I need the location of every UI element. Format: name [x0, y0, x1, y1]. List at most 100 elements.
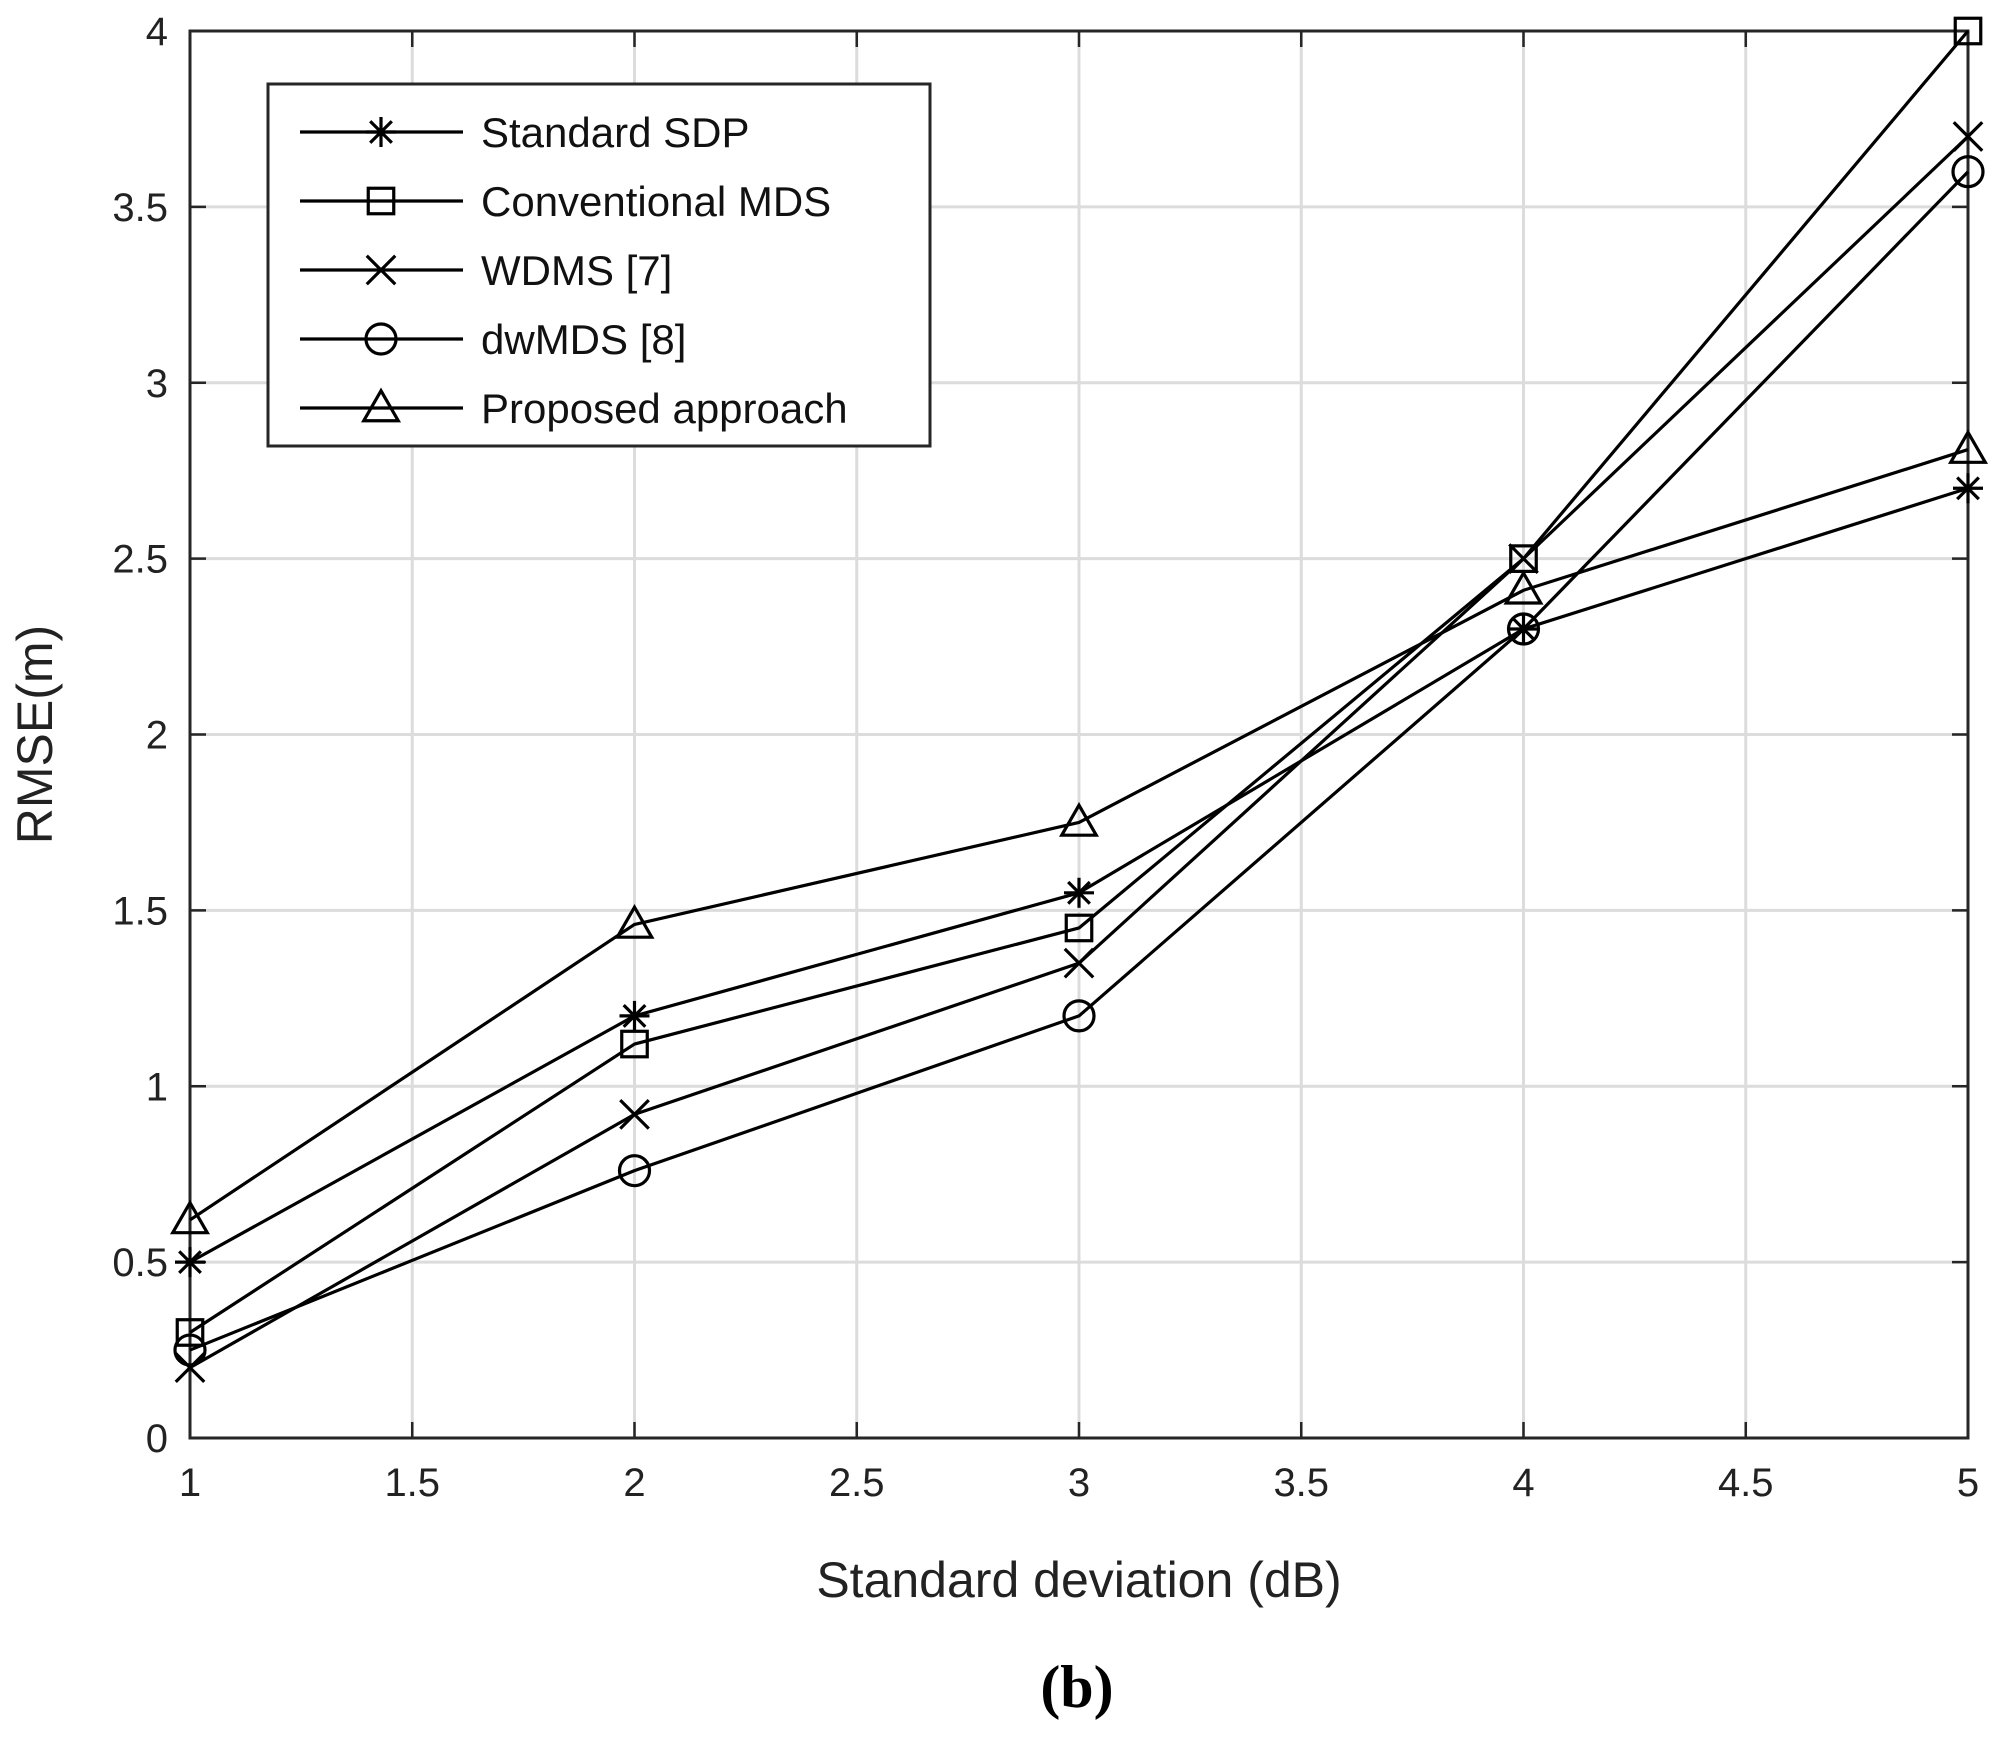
legend-entry: Proposed approach: [300, 385, 848, 432]
marker-shape: [173, 1333, 207, 1367]
data-point: [1947, 429, 1989, 464]
data-point: [614, 903, 655, 939]
data-point: [173, 1333, 207, 1367]
data-point: [175, 1318, 205, 1347]
marker-shape: [366, 186, 396, 216]
marker-shape: [1503, 569, 1544, 605]
x-tick-label: 3.5: [1273, 1461, 1329, 1505]
legend: Standard SDP Conventional MDS WDMS [7] dwMD…: [266, 82, 932, 448]
marker-stroke: [365, 254, 397, 286]
legend-entry: Conventional MDS: [300, 178, 831, 225]
series-line: [189, 29, 1970, 1334]
legend-box: [266, 82, 932, 448]
x-tick-label: 1: [179, 1461, 201, 1505]
marker-shape: [364, 322, 398, 356]
data-point: [619, 1099, 650, 1130]
data-point: [169, 1199, 211, 1235]
axis-ticks: 1 1.5 2 2.5 3 3.5 4 4.5 5 0 0.5 1 1.5 2 2.5 3 3.5 4: [112, 10, 1979, 1505]
y-tick-label: 2.5: [112, 538, 168, 582]
y-axis-title: RMSE(m): [7, 625, 63, 844]
x-tick-label: 4.5: [1718, 1461, 1774, 1505]
x-tick-label: 2: [623, 1461, 645, 1505]
marker-stroke: [622, 1003, 647, 1028]
marker-shape: [620, 1029, 649, 1059]
marker-shape: [1058, 801, 1100, 837]
legend-label: WDMS [7]: [481, 247, 672, 294]
data-point: [620, 1029, 649, 1059]
legend-marker: [364, 322, 398, 356]
marker-shape: [1951, 155, 1985, 189]
marker-stroke: [174, 1352, 206, 1384]
data-point: [1953, 473, 1983, 504]
legend-marker: [365, 254, 397, 286]
marker-shape: [360, 387, 402, 423]
data-point: [1058, 801, 1100, 837]
marker-shape: [1062, 999, 1096, 1033]
data-point: [1064, 913, 1094, 943]
series-group: [169, 16, 1989, 1384]
series-standard-sdp: [175, 473, 1983, 1278]
x-tick-label: 1.5: [384, 1461, 440, 1505]
series-line: [189, 448, 1969, 1222]
marker-shape: [1064, 913, 1094, 943]
marker-shape: [614, 903, 655, 939]
data-point: [619, 1000, 650, 1031]
data-point: [1063, 947, 1095, 979]
y-tick-label: 1: [146, 1065, 168, 1109]
y-tick-label: 1.5: [112, 889, 168, 933]
marker-stroke: [1956, 476, 1980, 501]
data-point: [1503, 569, 1544, 605]
legend-entry: dwMDS [8]: [300, 316, 686, 363]
y-tick-label: 0.5: [112, 1241, 168, 1285]
legend-marker: [366, 117, 396, 147]
x-tick-label: 2.5: [829, 1461, 885, 1505]
marker-stroke: [178, 1250, 202, 1275]
legend-label: dwMDS [8]: [481, 316, 686, 363]
data-point: [175, 1247, 205, 1278]
marker-stroke: [1067, 880, 1091, 905]
data-point: [1952, 121, 1984, 152]
data-point: [1062, 999, 1096, 1033]
y-tick-label: 4: [146, 10, 168, 54]
x-tick-label: 3: [1068, 1461, 1090, 1505]
legend-label: Proposed approach: [481, 385, 848, 432]
marker-stroke: [1063, 947, 1095, 979]
data-point: [617, 1154, 652, 1188]
series-line: [189, 170, 1970, 1352]
y-tick-label: 3: [146, 362, 168, 406]
marker-stroke: [369, 120, 393, 144]
y-tick-label: 0: [146, 1417, 168, 1461]
series-proposed-approach: [169, 429, 1989, 1235]
marker-shape: [175, 1318, 205, 1347]
legend-entry: Standard SDP: [300, 109, 750, 156]
data-point: [1951, 155, 1985, 189]
x-tick-label: 5: [1957, 1461, 1979, 1505]
legend-label: Conventional MDS: [481, 178, 831, 225]
marker-stroke: [619, 1099, 650, 1130]
series-wdms-7: [174, 121, 1984, 1384]
legend-entry: WDMS [7]: [300, 247, 672, 294]
data-point: [1953, 16, 1983, 46]
marker-stroke: [1952, 121, 1984, 152]
marker-shape: [1947, 429, 1989, 464]
data-point: [1508, 543, 1539, 575]
figure-caption: (b): [1040, 1654, 1113, 1720]
x-axis-title: Standard deviation (dB): [816, 1552, 1341, 1608]
data-point: [1064, 877, 1094, 908]
y-tick-label: 3.5: [112, 186, 168, 230]
marker-shape: [169, 1199, 211, 1235]
marker-shape: [1506, 612, 1541, 646]
x-tick-label: 4: [1512, 1461, 1534, 1505]
marker-shape: [1953, 16, 1983, 46]
data-point: [1506, 612, 1541, 646]
series-conventional-mds: [175, 16, 1983, 1347]
y-tick-label: 2: [146, 714, 168, 758]
marker-stroke: [1508, 543, 1539, 575]
legend-label: Standard SDP: [481, 109, 750, 156]
legend-marker: [360, 387, 402, 423]
legend-marker: [366, 186, 396, 216]
data-point: [174, 1352, 206, 1384]
series-dwmds-8: [173, 155, 1985, 1367]
marker-shape: [617, 1154, 652, 1188]
